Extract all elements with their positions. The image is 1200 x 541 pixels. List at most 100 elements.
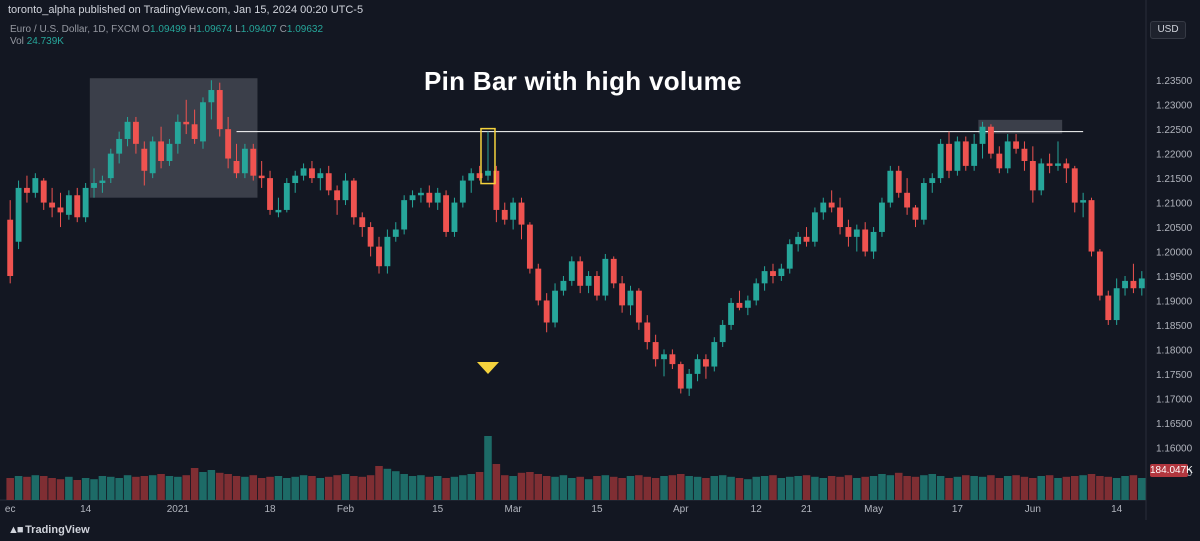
volume-bar xyxy=(492,464,501,500)
candle-body xyxy=(904,192,911,208)
volume-bar xyxy=(710,476,719,500)
candle-body xyxy=(468,173,475,181)
candle-body xyxy=(91,183,97,188)
y-tick-label: 1.20500 xyxy=(1156,223,1193,234)
candle-body xyxy=(552,290,558,323)
candle-body xyxy=(853,229,860,237)
candle-body xyxy=(753,283,760,301)
candle-body xyxy=(116,138,123,154)
volume-bar xyxy=(1029,478,1037,500)
candle-body xyxy=(309,168,315,179)
candle-body xyxy=(434,192,441,203)
candle-body xyxy=(560,280,567,291)
candle-body xyxy=(451,202,458,232)
candle-body xyxy=(594,276,600,296)
candle-body xyxy=(300,168,307,176)
candle-body xyxy=(761,271,768,284)
candle-body xyxy=(1046,163,1053,166)
volume-line: Vol 24.739K xyxy=(10,36,323,48)
candle-body xyxy=(1096,251,1103,296)
candle-body xyxy=(367,227,374,247)
candle-body xyxy=(862,229,869,252)
volume-bar xyxy=(115,478,123,500)
volume-bar xyxy=(140,476,149,500)
volume-bar xyxy=(777,478,786,500)
volume-bar xyxy=(190,468,199,500)
volume-bar xyxy=(576,476,584,500)
candle-body xyxy=(359,217,366,228)
volume-bar xyxy=(1062,476,1071,500)
volume-bar xyxy=(702,478,710,500)
x-tick-label: Feb xyxy=(337,504,355,515)
volume-bar xyxy=(626,476,635,500)
volume-bar xyxy=(727,476,735,500)
candle-body xyxy=(275,209,282,213)
volume-bar xyxy=(165,476,174,500)
candle-body xyxy=(401,200,408,230)
volume-bar xyxy=(802,475,811,500)
candle-body xyxy=(619,283,626,306)
candle-body xyxy=(652,342,659,360)
candle-body xyxy=(585,276,592,286)
volume-bar xyxy=(14,476,23,500)
candle-body xyxy=(996,153,1003,169)
y-tick-label: 1.16500 xyxy=(1156,419,1193,430)
tradingview-logo[interactable]: ▲■ TradingView xyxy=(8,524,90,536)
volume-bar xyxy=(844,475,853,500)
open-label: O xyxy=(142,24,151,35)
candle-body xyxy=(870,231,877,252)
volume-bar xyxy=(911,476,920,500)
volume-label: Vol xyxy=(10,36,24,47)
close-label: C xyxy=(279,24,287,35)
volume-bar xyxy=(107,476,115,500)
candle-body xyxy=(65,195,72,215)
candle-body xyxy=(74,195,81,218)
y-tick-label: 1.16000 xyxy=(1156,443,1193,454)
candle-body xyxy=(384,236,391,267)
close-value: 1.09632 xyxy=(286,24,324,35)
x-tick-label: Jun xyxy=(1025,504,1041,515)
highlight-zone-box xyxy=(89,78,258,198)
candle-body xyxy=(971,143,978,166)
volume-bar xyxy=(1121,476,1129,500)
volume-bar xyxy=(224,474,232,500)
volume-bar xyxy=(400,474,408,500)
y-tick-label: 1.19000 xyxy=(1156,296,1193,307)
volume-bar xyxy=(442,478,450,500)
volume-bar xyxy=(568,478,576,500)
volume-bar xyxy=(48,478,56,500)
candle-body xyxy=(317,173,324,179)
volume-bar xyxy=(978,476,987,500)
volume-bar xyxy=(283,478,291,500)
pin-bar-annotation: Pin Bar with high volume xyxy=(424,66,742,96)
candle-body xyxy=(1130,280,1137,289)
volume-bar xyxy=(928,474,937,500)
candle-body xyxy=(174,121,181,144)
volume-bar xyxy=(752,476,760,500)
candle-body xyxy=(811,212,818,242)
candle-body xyxy=(191,124,198,139)
volume-bar xyxy=(593,476,601,500)
volume-bar xyxy=(56,479,65,500)
y-tick-label: 1.21000 xyxy=(1156,199,1193,210)
volume-bar xyxy=(132,476,140,500)
volume-bar xyxy=(718,475,727,500)
candle-body xyxy=(686,373,693,389)
candle-body xyxy=(728,302,735,325)
candle-body xyxy=(979,126,986,144)
candle-body xyxy=(476,173,483,179)
low-label: L xyxy=(235,24,241,35)
volume-bar xyxy=(735,478,744,500)
volume-bar xyxy=(375,466,383,500)
x-tick-label: Apr xyxy=(673,504,689,515)
candle-body xyxy=(132,121,139,144)
x-tick-label: 15 xyxy=(432,504,444,515)
volume-bar xyxy=(1096,476,1104,500)
currency-button[interactable]: USD xyxy=(1150,21,1186,39)
candle-body xyxy=(702,359,709,367)
volume-bar xyxy=(953,476,962,500)
volume-bar xyxy=(534,474,543,500)
candle-body xyxy=(40,180,47,203)
low-value: 1.09407 xyxy=(240,24,277,35)
